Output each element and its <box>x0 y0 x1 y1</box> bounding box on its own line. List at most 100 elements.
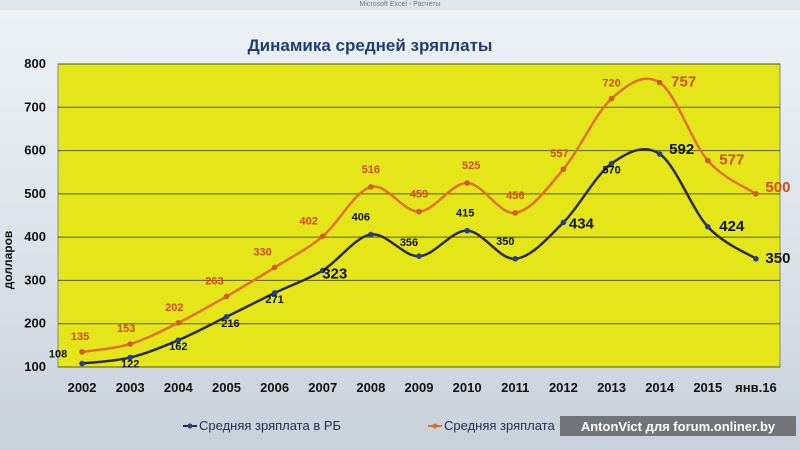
data-label-other: 459 <box>410 189 428 201</box>
data-label-rb: 592 <box>669 141 694 158</box>
y-axis-label: долларов <box>1 231 15 290</box>
x-tick-label: 2009 <box>405 380 434 395</box>
watermark: AntonVict для forum.onliner.by <box>581 419 776 434</box>
data-label-rb: 122 <box>121 358 139 370</box>
data-point-rb <box>705 223 711 230</box>
y-tick-label: 700 <box>24 99 46 114</box>
data-point-rb <box>608 160 615 167</box>
data-label-rb: 162 <box>169 341 187 353</box>
data-label-rb: 271 <box>265 294 283 306</box>
data-point-other <box>608 95 615 102</box>
data-point-other <box>127 341 133 347</box>
data-point-other <box>368 184 374 190</box>
data-point-other <box>79 349 85 355</box>
series-line-rb <box>81 148 757 365</box>
data-point-rb <box>368 231 374 238</box>
data-point-rb <box>79 360 85 367</box>
data-point-rb <box>271 290 278 296</box>
data-point-rb <box>753 255 759 262</box>
data-point-other <box>560 166 567 172</box>
data-label-other: 720 <box>602 78 620 90</box>
data-point-rb <box>175 337 182 343</box>
chart-area: Динамика средней зряплаты 100 200 300 400 50… <box>0 10 800 450</box>
watermark-bg <box>560 416 796 436</box>
data-label-rb: 415 <box>456 208 474 220</box>
data-label-other: 757 <box>671 74 696 91</box>
y-axis-ticks: 100 200 300 400 500 600 700 800 <box>24 56 46 374</box>
line-chart: Динамика средней зряплаты 100 200 300 400 50… <box>1 36 796 436</box>
x-tick-label: 2011 <box>501 380 529 395</box>
data-point-rb <box>464 227 470 234</box>
data-point-other <box>223 293 230 300</box>
data-label-rb: 356 <box>400 237 418 249</box>
data-point-other <box>753 191 759 197</box>
y-tick-label: 800 <box>24 56 46 71</box>
data-point-rb <box>560 219 567 226</box>
y-tick-label: 100 <box>24 359 46 374</box>
x-tick-label: 2002 <box>68 380 97 395</box>
legend-marker-other <box>432 423 438 429</box>
data-point-other <box>656 79 663 86</box>
x-tick-label: 2015 <box>693 380 722 395</box>
data-label-other: 263 <box>205 275 223 287</box>
series-line-other <box>81 77 757 354</box>
plot-area <box>57 63 781 368</box>
data-label-other: 330 <box>253 246 271 258</box>
y-tick-label: 300 <box>24 272 46 287</box>
y-tick-label: 400 <box>24 229 46 244</box>
data-point-other <box>512 210 519 216</box>
data-point-other <box>464 180 470 186</box>
chart-title: Динамика средней зряплаты <box>248 36 493 55</box>
data-label-rb: 108 <box>49 349 67 361</box>
data-point-rb <box>127 354 133 361</box>
x-tick-label: 2013 <box>597 380 626 395</box>
y-tick-label: 200 <box>24 316 46 331</box>
data-label-other: 202 <box>165 302 183 314</box>
data-label-rb: 570 <box>602 165 620 177</box>
data-label-rb: 350 <box>496 236 514 248</box>
data-label-other: 577 <box>719 152 744 169</box>
data-point-other <box>271 264 278 271</box>
x-tick-label: 2003 <box>116 380 145 395</box>
x-tick-label: 2010 <box>453 380 482 395</box>
data-point-other <box>319 233 326 240</box>
data-label-rb: 434 <box>569 215 595 232</box>
data-label-rb: 216 <box>221 318 239 330</box>
series-points <box>79 79 759 367</box>
data-point-rb <box>416 253 422 259</box>
x-tick-label: янв.16 <box>735 380 777 395</box>
data-point-rb <box>512 255 519 262</box>
data-label-rb: 350 <box>765 250 790 267</box>
x-tick-label: 2004 <box>164 380 194 395</box>
x-tick-label: 2007 <box>308 380 337 395</box>
legend-marker-rb <box>187 423 193 429</box>
data-point-rb <box>223 313 230 320</box>
x-tick-label: 2012 <box>549 380 578 395</box>
data-label-other: 516 <box>362 164 380 176</box>
legend-label-rb: Средняя зряплата в РБ <box>199 418 341 433</box>
data-point-rb <box>319 267 326 274</box>
data-label-other: 135 <box>71 331 89 343</box>
data-point-other <box>175 320 182 326</box>
y-tick-label: 600 <box>24 143 46 158</box>
y-tick-label: 500 <box>24 186 46 201</box>
x-axis-ticks: 2002 2003 2004 2005 2006 2007 2008 2009 2010 2011… <box>68 380 777 395</box>
data-label-other: 402 <box>300 215 318 227</box>
x-tick-label: 2005 <box>212 380 241 395</box>
data-label-other: 525 <box>462 160 480 172</box>
legend: Средняя зряплата в РБ Средняя зряплата <box>183 418 555 433</box>
data-point-other <box>705 157 711 164</box>
data-label-other: 557 <box>550 148 568 160</box>
data-label-rb: 406 <box>352 212 370 224</box>
data-labels: 108 122 162 216 271 323 406 356 415 350 434 570 592 4… <box>49 74 791 371</box>
x-tick-label: 2006 <box>260 380 289 395</box>
data-label-other: 153 <box>117 323 135 335</box>
data-point-other <box>416 208 422 215</box>
data-label-rb: 424 <box>719 218 745 235</box>
series-lines <box>81 77 757 365</box>
data-point-rb <box>656 151 663 157</box>
legend-label-other: Средняя зряплата <box>444 418 555 433</box>
x-tick-label: 2008 <box>356 380 385 395</box>
data-label-other: 500 <box>765 179 790 196</box>
data-label-other: 456 <box>506 190 524 202</box>
